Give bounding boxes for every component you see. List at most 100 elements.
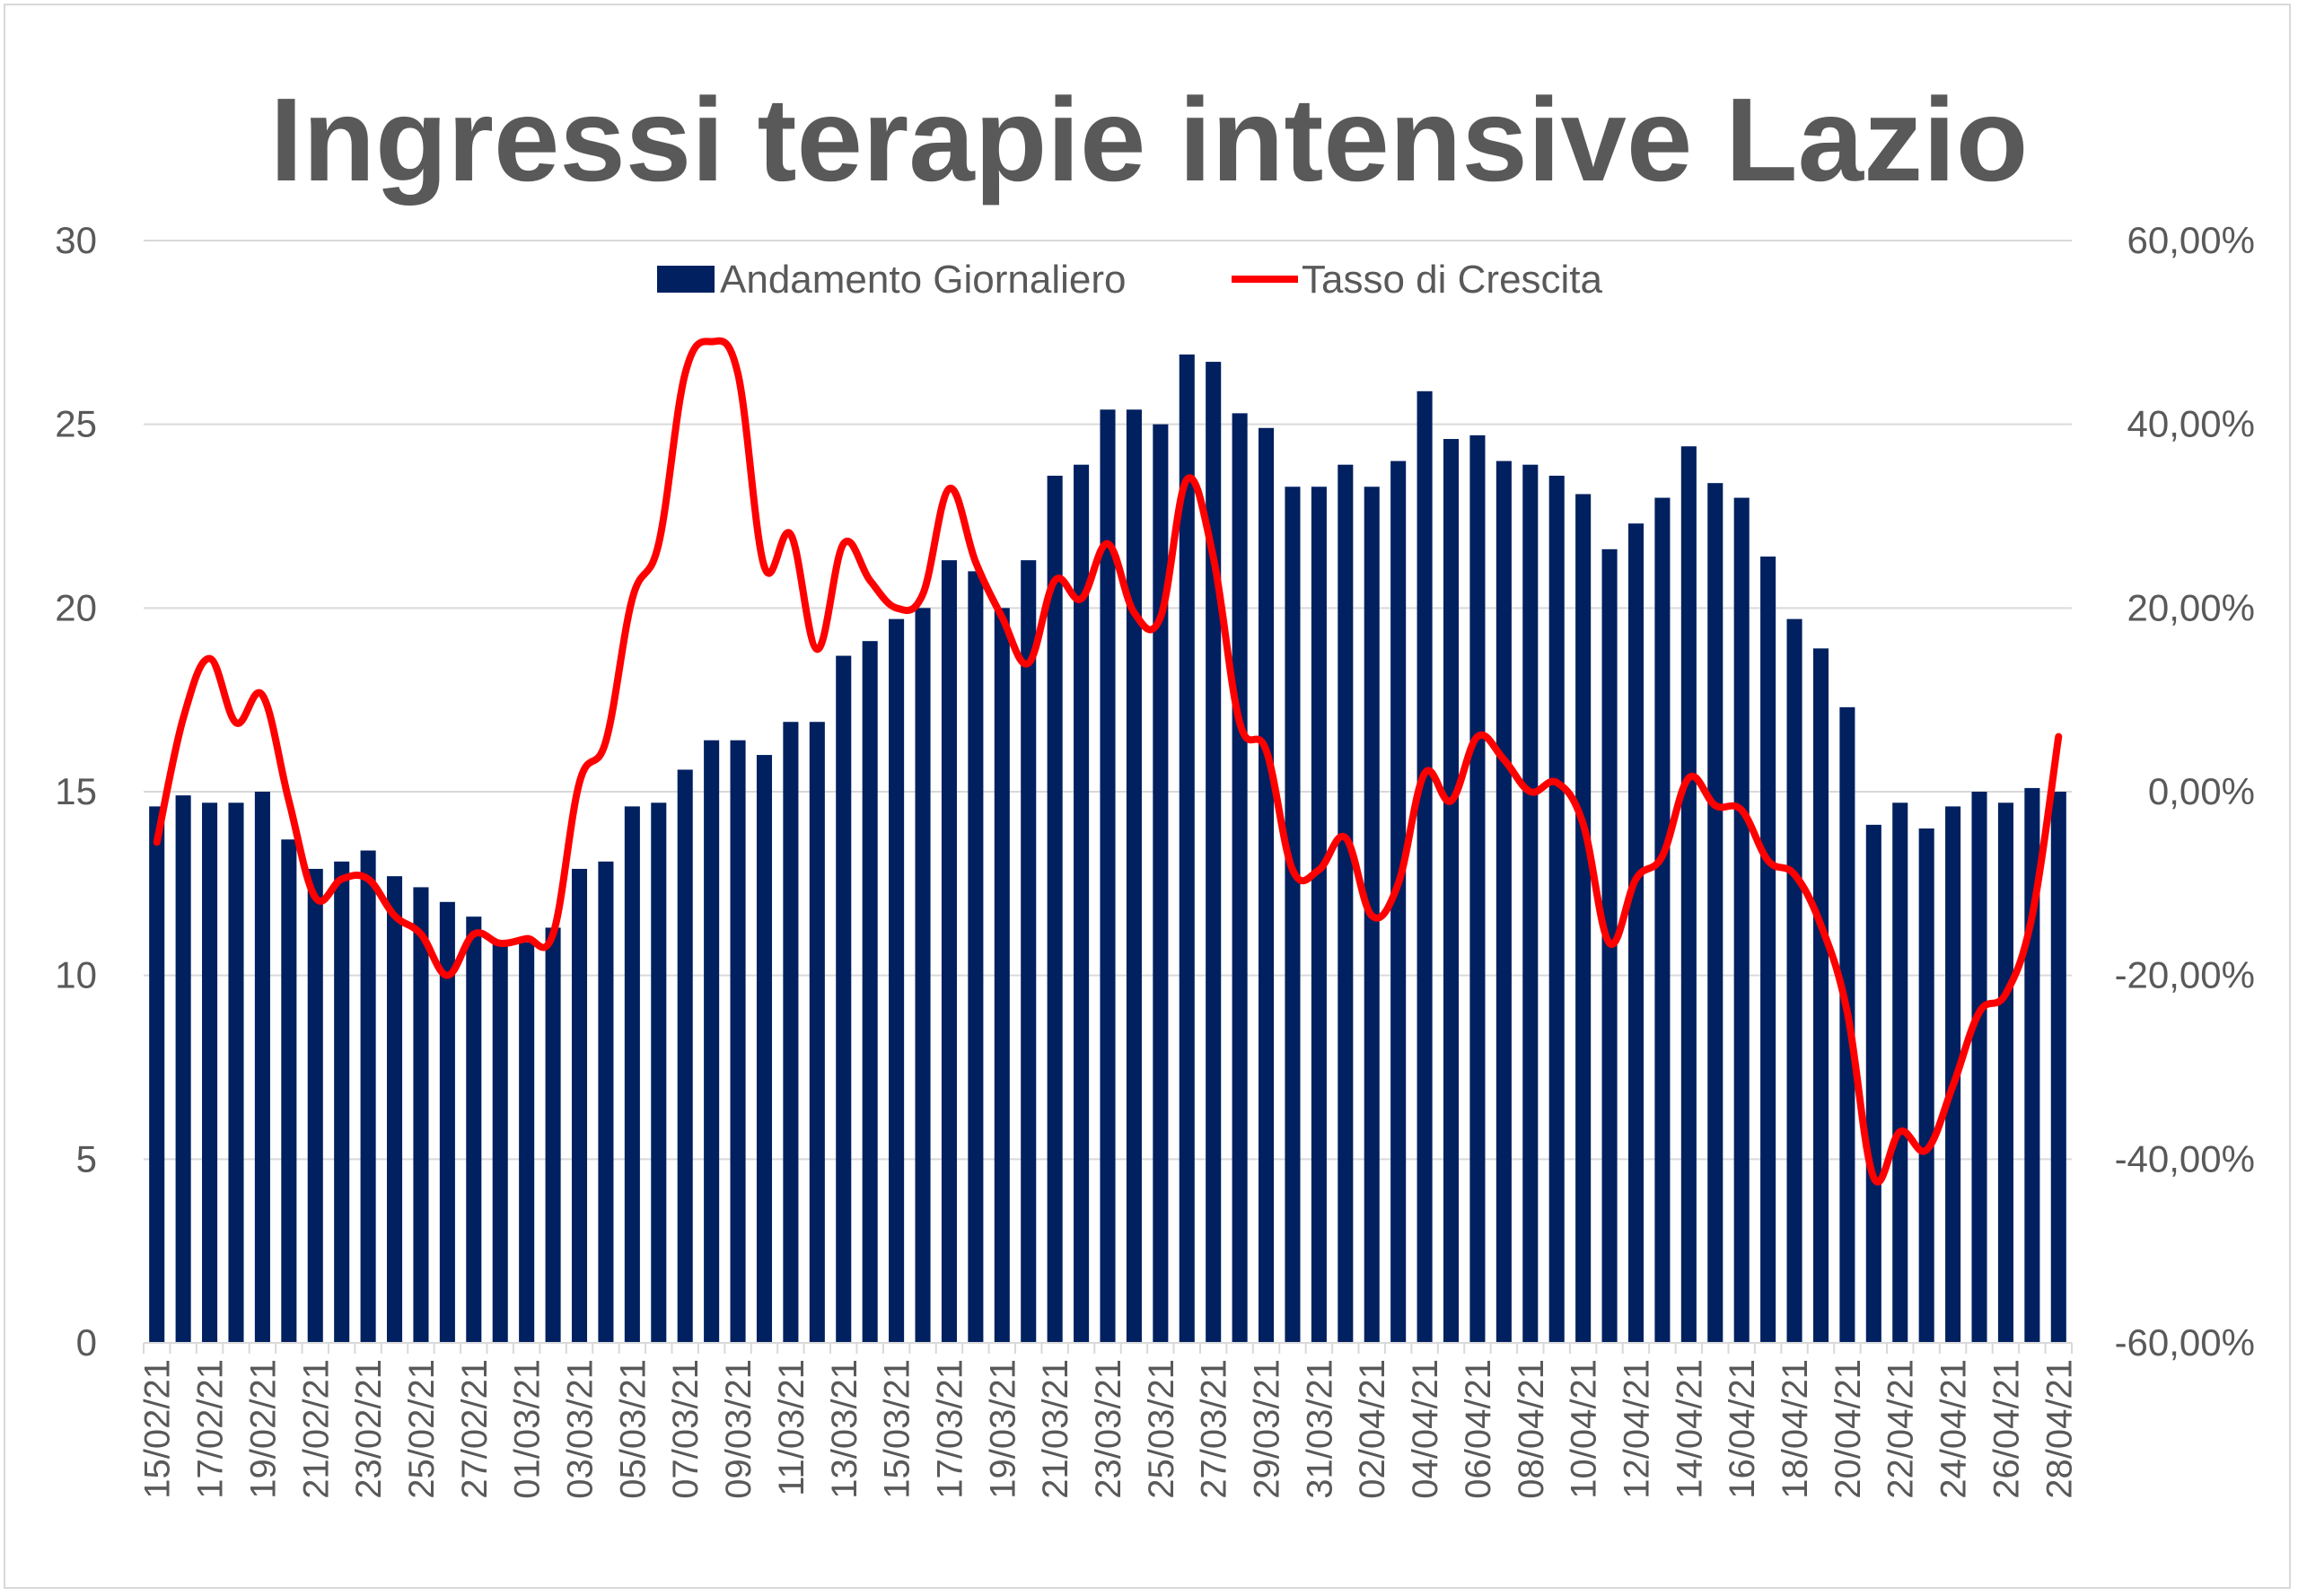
bar xyxy=(2050,792,2066,1343)
y-left-tick-label: 30 xyxy=(55,219,97,261)
bar xyxy=(1179,354,1195,1344)
bar xyxy=(704,740,720,1343)
bar xyxy=(1733,497,1750,1343)
bar xyxy=(994,608,1010,1343)
bar xyxy=(1469,434,1486,1343)
x-tick-label: 21/03/21 xyxy=(1036,1359,1075,1499)
bar xyxy=(1654,497,1671,1343)
bar xyxy=(175,795,191,1343)
bar xyxy=(836,655,852,1343)
x-tick-label: 21/02/21 xyxy=(296,1359,336,1499)
bar xyxy=(1548,475,1565,1343)
y-left-tick-label: 5 xyxy=(76,1137,97,1179)
bar xyxy=(492,942,508,1343)
y-right-tick-label: 20,00% xyxy=(2127,586,2255,628)
axes: 0 5 10 15 20 25 30 -60,00% -40,00% -20,00% 0,00% 20… xyxy=(55,219,2255,1499)
x-tick-label: 01/03/21 xyxy=(508,1359,548,1499)
bar xyxy=(254,792,270,1343)
x-tick-label: 16/04/21 xyxy=(1723,1359,1762,1499)
bar-series xyxy=(149,354,2066,1344)
x-tick-label: 03/03/21 xyxy=(561,1359,601,1499)
bar xyxy=(1760,557,1776,1343)
bar xyxy=(1945,806,1961,1343)
bar xyxy=(915,608,931,1343)
y-left-tick-label: 10 xyxy=(55,954,97,996)
x-tick-label: 07/03/21 xyxy=(666,1359,706,1499)
bar xyxy=(1285,487,1301,1343)
bar xyxy=(1495,460,1512,1343)
bar xyxy=(439,901,455,1343)
y-right-tick-label: -60,00% xyxy=(2115,1321,2255,1364)
y-right-tick-label: -20,00% xyxy=(2115,954,2255,996)
chart-title: Ingressi terapie intensive Lazio xyxy=(269,74,2029,206)
x-tick-label: 10/04/21 xyxy=(1565,1359,1604,1499)
bar xyxy=(624,806,640,1343)
x-tick-label: 02/04/21 xyxy=(1353,1359,1392,1499)
x-tick-label: 17/02/21 xyxy=(191,1359,231,1499)
x-tick-label: 06/04/21 xyxy=(1459,1359,1498,1499)
legend-label-bars: Andamento Giornaliero xyxy=(720,258,1126,302)
bar xyxy=(1812,648,1829,1343)
bar xyxy=(1892,802,1908,1343)
bar xyxy=(783,722,799,1343)
bar xyxy=(1100,409,1116,1343)
y-right-tick-label: 40,00% xyxy=(2127,403,2255,445)
x-tick-label: 05/03/21 xyxy=(613,1359,653,1499)
bar xyxy=(677,769,693,1343)
x-tick-label: 09/03/21 xyxy=(719,1359,759,1499)
bar xyxy=(1971,792,1987,1343)
line-series xyxy=(153,337,2063,1186)
bar xyxy=(1338,464,1354,1343)
x-tick-label: 27/03/21 xyxy=(1195,1359,1234,1499)
y-left-tick-label: 0 xyxy=(76,1321,97,1364)
bar xyxy=(1680,446,1697,1343)
x-tick-label: 08/04/21 xyxy=(1512,1359,1551,1499)
bar xyxy=(545,927,561,1343)
bar xyxy=(519,942,535,1343)
chart-frame xyxy=(4,4,2291,1589)
bar xyxy=(598,861,614,1343)
bar xyxy=(941,560,957,1343)
bar xyxy=(756,755,773,1343)
bar xyxy=(1153,424,1169,1344)
x-tick-label: 19/03/21 xyxy=(983,1359,1022,1499)
x-tick-label: 29/03/21 xyxy=(1248,1359,1287,1499)
x-tick-label: 15/02/21 xyxy=(138,1359,178,1499)
bar xyxy=(149,806,165,1343)
bar xyxy=(387,876,403,1343)
legend-swatch-bars xyxy=(657,266,715,293)
bar xyxy=(1865,824,1881,1343)
bar xyxy=(730,740,746,1343)
bar xyxy=(862,641,878,1343)
bar xyxy=(281,839,297,1343)
growth-rate-line xyxy=(153,337,2063,1186)
x-tick-label: 26/04/21 xyxy=(1987,1359,2026,1499)
bar xyxy=(1047,475,1063,1343)
x-tick-label: 31/03/21 xyxy=(1300,1359,1339,1499)
bar xyxy=(202,802,218,1343)
bar xyxy=(1997,802,2013,1343)
x-tick-label: 15/03/21 xyxy=(878,1359,917,1499)
bar xyxy=(307,868,323,1343)
bar xyxy=(228,802,244,1343)
bar xyxy=(889,618,905,1343)
x-tick-label: 24/04/21 xyxy=(1934,1359,1974,1499)
bar xyxy=(1786,618,1802,1343)
bar xyxy=(1074,464,1090,1343)
x-tick-label: 04/04/21 xyxy=(1406,1359,1445,1499)
bar xyxy=(1311,487,1327,1343)
bar xyxy=(571,868,588,1343)
bar xyxy=(360,850,376,1343)
y-left-tick-label: 20 xyxy=(55,586,97,628)
x-tick-label: 12/04/21 xyxy=(1617,1359,1656,1499)
bar xyxy=(1390,460,1407,1343)
x-tick-label: 25/03/21 xyxy=(1142,1359,1181,1499)
x-tick-label: 13/03/21 xyxy=(825,1359,864,1499)
bar xyxy=(1627,523,1645,1343)
x-tick-label: 18/04/21 xyxy=(1776,1359,1815,1499)
y-left-tick-label: 15 xyxy=(55,770,97,812)
bar xyxy=(1575,494,1592,1343)
x-tick-label: 22/04/21 xyxy=(1881,1359,1921,1499)
bar xyxy=(1417,390,1433,1343)
